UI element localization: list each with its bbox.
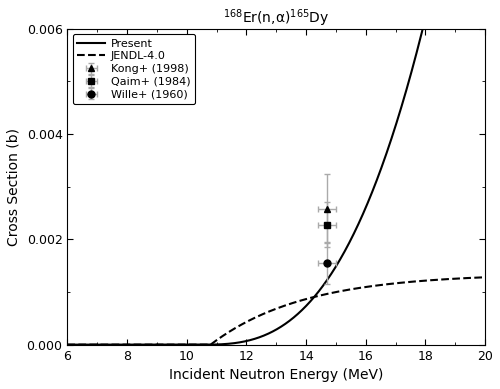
JENDL-4.0 [351, 286, 357, 291]
Y-axis label: Cross Section (b): Cross Section (b) [7, 128, 21, 245]
Present [64, 342, 70, 347]
JENDL-4.0 [107, 342, 113, 347]
JENDL-4.0 [248, 317, 254, 322]
Present [351, 231, 357, 235]
Line: Present: Present [68, 0, 485, 345]
Line: JENDL-4.0: JENDL-4.0 [68, 277, 485, 345]
Present [234, 340, 239, 345]
X-axis label: Incident Neutron Energy (MeV): Incident Neutron Energy (MeV) [169, 368, 384, 382]
Legend: Present, JENDL-4.0, Kong+ (1998), Qaim+ (1984), Wille+ (1960): Present, JENDL-4.0, Kong+ (1998), Qaim+ … [73, 34, 195, 104]
JENDL-4.0 [64, 342, 70, 347]
Present [107, 342, 113, 347]
Present [390, 131, 396, 136]
Title: $^{168}$Er(n,α)$^{165}$Dy: $^{168}$Er(n,α)$^{165}$Dy [223, 7, 330, 28]
JENDL-4.0 [482, 275, 488, 280]
JENDL-4.0 [398, 280, 404, 285]
Present [248, 338, 254, 342]
JENDL-4.0 [390, 281, 396, 286]
Present [398, 107, 404, 112]
JENDL-4.0 [234, 325, 239, 330]
